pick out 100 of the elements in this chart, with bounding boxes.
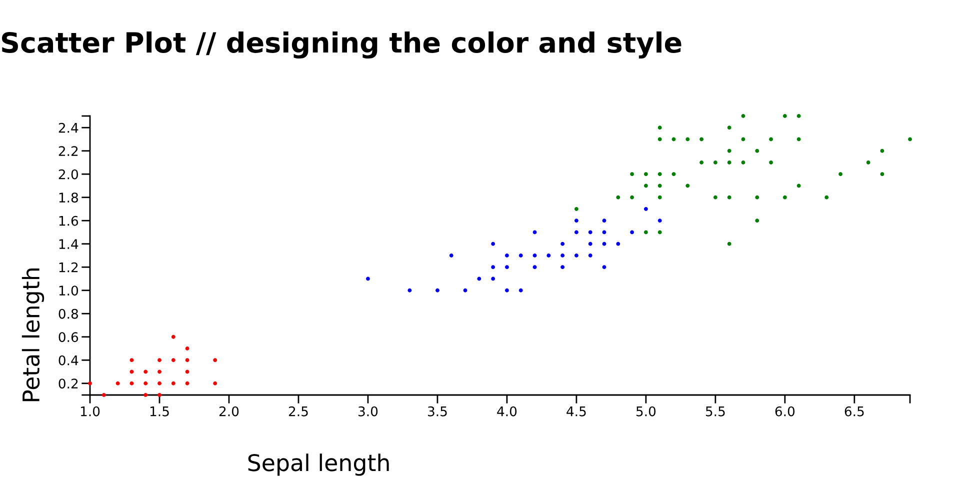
point	[602, 265, 606, 270]
point	[366, 276, 370, 281]
point	[672, 137, 676, 142]
point	[866, 160, 870, 164]
point	[727, 160, 732, 164]
point	[686, 137, 690, 142]
point	[700, 160, 704, 164]
point	[630, 195, 634, 200]
y-tick-label: 0.4	[58, 355, 78, 366]
point	[158, 370, 162, 374]
point	[532, 254, 537, 258]
y-tick-label: 0.8	[58, 308, 78, 319]
x-tick-label: 6.0	[775, 406, 795, 416]
point	[880, 148, 884, 153]
point	[727, 242, 732, 246]
y-tick-label: 1.2	[59, 262, 78, 272]
point	[449, 254, 454, 258]
point	[213, 358, 218, 362]
point	[644, 184, 648, 188]
point	[144, 393, 148, 397]
point	[185, 358, 190, 362]
point	[755, 218, 760, 223]
y-tick-label: 2.2	[58, 146, 78, 156]
point	[713, 160, 718, 164]
x-tick-label: 2.5	[288, 406, 308, 416]
point	[644, 172, 648, 176]
point	[130, 381, 134, 386]
point	[769, 137, 773, 142]
x-tick-label: 4.5	[566, 406, 586, 416]
point	[158, 381, 162, 386]
point	[700, 137, 704, 142]
point	[491, 265, 496, 270]
x-tick-label: 3.0	[358, 406, 378, 416]
x-tick-label: 1.5	[150, 406, 169, 416]
point	[504, 254, 509, 258]
point	[658, 230, 662, 234]
x-tick-label: 5.5	[706, 406, 725, 416]
point	[908, 137, 912, 142]
x-tick-label: 5.0	[636, 406, 656, 416]
point	[713, 195, 718, 200]
point	[574, 230, 578, 234]
point	[574, 218, 578, 223]
point	[185, 381, 190, 386]
point	[782, 195, 787, 200]
point	[158, 393, 162, 397]
point	[130, 370, 134, 374]
point	[616, 195, 620, 200]
point	[672, 172, 676, 176]
point	[532, 230, 537, 234]
x-tick-label: 3.5	[428, 406, 447, 416]
point	[144, 381, 148, 386]
point	[130, 358, 134, 362]
point	[616, 242, 620, 246]
point	[102, 393, 106, 397]
point	[686, 184, 690, 188]
point	[560, 254, 565, 258]
point	[491, 276, 496, 281]
point	[185, 346, 190, 350]
x-tick-label: 4.0	[497, 406, 517, 416]
y-tick-label: 0.2	[58, 378, 78, 389]
y-axis-title: Petal length	[22, 268, 44, 402]
point	[588, 242, 592, 246]
point	[755, 195, 760, 200]
point	[658, 172, 662, 176]
y-tick-label: 1.8	[59, 192, 78, 203]
point	[644, 230, 648, 234]
point	[435, 288, 440, 292]
y-tick-label: 1.0	[59, 286, 78, 296]
point	[838, 172, 842, 176]
point	[158, 358, 162, 362]
point	[588, 230, 592, 234]
x-axis-title: Sepal length	[248, 454, 389, 476]
point	[727, 148, 732, 153]
y-tick-label: 2.4	[58, 122, 78, 133]
point	[658, 195, 662, 200]
point	[796, 114, 801, 118]
point	[477, 276, 482, 281]
point	[518, 288, 523, 292]
point	[171, 358, 176, 362]
point	[491, 242, 496, 246]
point	[727, 195, 732, 200]
point	[880, 172, 884, 176]
point	[504, 288, 509, 292]
y-tick-label: 2.0	[58, 169, 78, 180]
point	[171, 381, 176, 386]
point	[546, 254, 551, 258]
point	[588, 254, 592, 258]
point	[796, 184, 801, 188]
y-tick-label: 1.4	[59, 239, 78, 249]
point	[408, 288, 412, 292]
point	[741, 137, 746, 142]
point	[602, 242, 606, 246]
point	[658, 137, 662, 142]
point	[213, 381, 218, 386]
point	[574, 207, 578, 211]
point	[144, 370, 148, 374]
point	[88, 381, 92, 386]
point	[602, 218, 606, 223]
point	[769, 160, 773, 164]
y-tick-label: 0.6	[58, 332, 78, 342]
